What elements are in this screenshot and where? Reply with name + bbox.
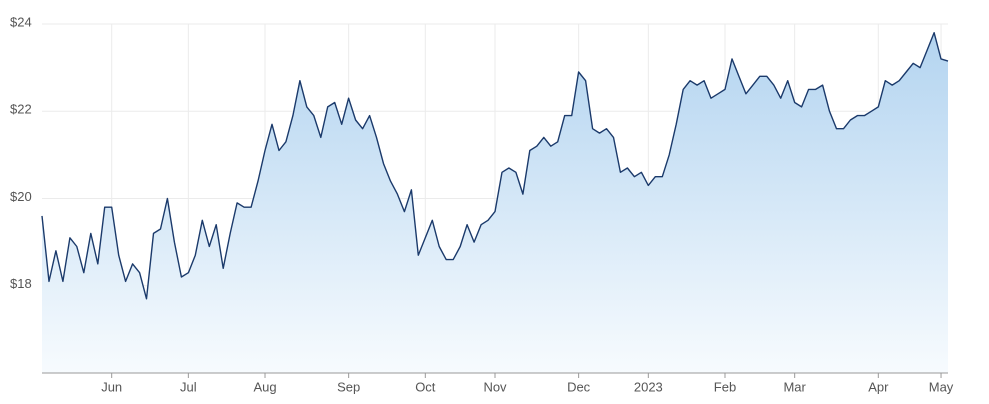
y-tick-label: $22	[10, 102, 32, 117]
x-tick-label: Jul	[180, 379, 197, 394]
area	[42, 32, 948, 373]
line	[41, 32, 949, 300]
x-tick-label: 2023	[634, 379, 663, 394]
x-tick-label: Oct	[415, 379, 436, 394]
x-tick-label: Aug	[253, 379, 276, 394]
y-tick-label: $20	[10, 189, 32, 204]
y-tick-label: $18	[10, 276, 32, 291]
x-tick-label: Nov	[483, 379, 507, 394]
x-tick-label: Apr	[868, 379, 889, 394]
x-tick-label: Dec	[567, 379, 591, 394]
x-tick-label: Mar	[783, 379, 806, 394]
x-tick-label: Jun	[101, 379, 122, 394]
x-tick-label: Feb	[714, 379, 736, 394]
y-tick-label: $24	[10, 14, 32, 29]
x-tick-label: Sep	[337, 379, 360, 394]
x-tick-label: May	[929, 379, 954, 394]
